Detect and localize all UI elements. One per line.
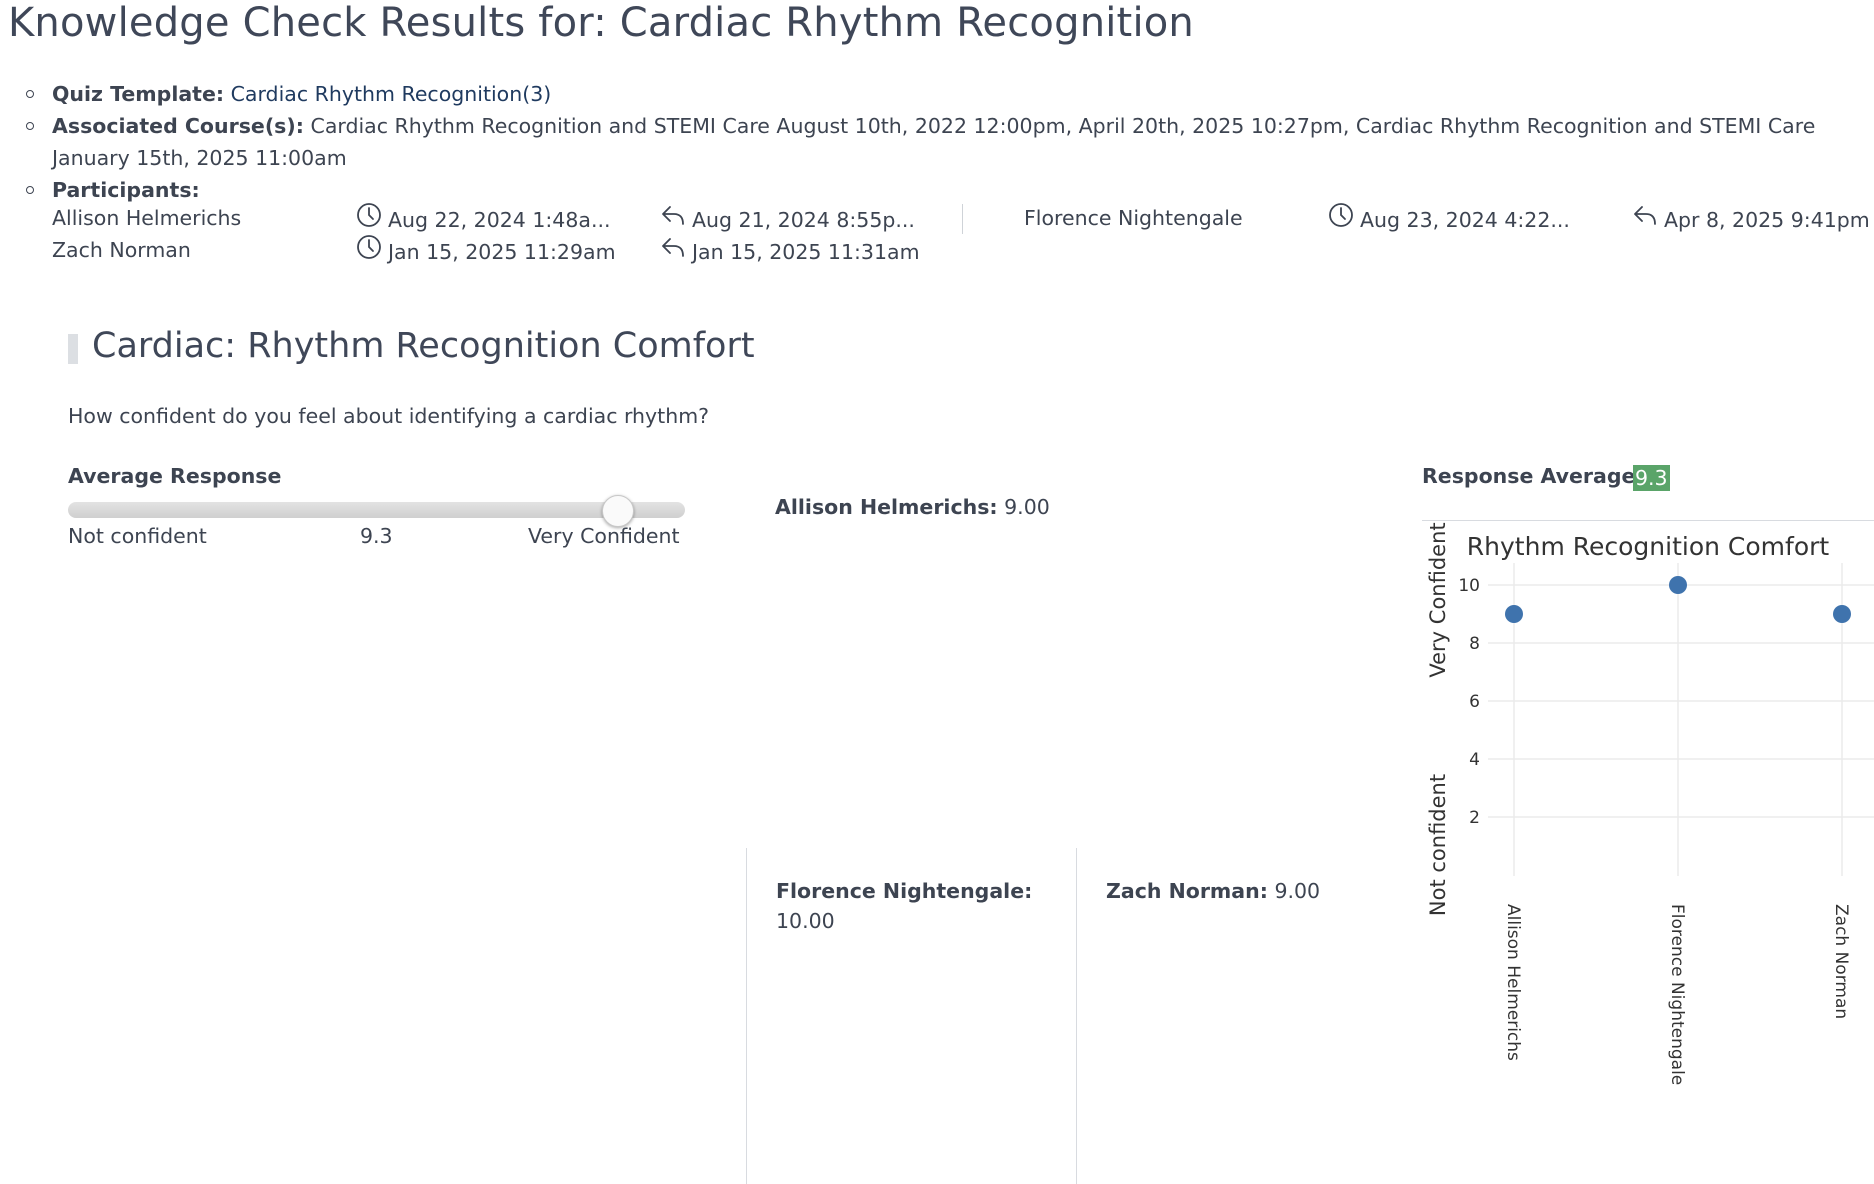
response-allison-helmerichs: Allison Helmerichs: 9.00: [775, 492, 1050, 522]
chart-x-tick-label: Allison Helmerichs: [1503, 904, 1523, 1061]
chart-y-ticks: 2 4 6 8 10: [1458, 576, 1480, 828]
response-average-badge: 9.3: [1633, 465, 1670, 491]
participants-column-divider: [962, 204, 963, 234]
chart-points: [1505, 576, 1851, 623]
average-response-slider-thumb: [602, 495, 634, 527]
participant-started-text: Jan 15, 2025 11:29am: [388, 239, 616, 264]
response-column-divider: [746, 848, 747, 1184]
section-title: Cardiac: Rhythm Recognition Comfort: [92, 326, 755, 366]
chart-y-tick-label: 6: [1469, 692, 1480, 712]
participant-started: Aug 23, 2024 4:22...: [1328, 202, 1570, 237]
participant-started: Aug 22, 2024 1:48a...: [356, 202, 611, 237]
response-value: 10.00: [776, 909, 835, 933]
reply-arrow-icon: [660, 202, 692, 237]
participants-item: Participants:: [26, 174, 1866, 206]
participant-submitted-text: Aug 21, 2024 8:55p...: [692, 207, 915, 232]
chart-top-divider: [1422, 520, 1874, 521]
chart-ylabel-top: Very Confident: [1426, 522, 1450, 677]
question-text: How confident do you feel about identify…: [68, 404, 710, 428]
participant-name: Florence Nightengale: [1024, 206, 1243, 230]
participant-started-text: Aug 22, 2024 1:48a...: [388, 207, 611, 232]
chart-ylabel-bottom: Not confident: [1426, 774, 1450, 916]
chart-point: [1833, 605, 1851, 623]
slider-max-label: Very Confident: [528, 524, 680, 548]
section-accent-bar: [68, 334, 78, 364]
reply-arrow-icon: [660, 234, 692, 269]
response-average-label: Response Average:: [1422, 464, 1644, 488]
response-column-divider: [1076, 848, 1077, 1184]
participants-label: Participants:: [52, 178, 200, 202]
slider-min-label: Not confident: [68, 524, 207, 548]
participant-submitted: Jan 15, 2025 11:31am: [660, 234, 920, 269]
response-name: Florence Nightengale:: [776, 879, 1033, 903]
rhythm-recognition-comfort-chart: Rhythm Recognition Comfort 2 4 6 8 10 Alliso…: [1426, 522, 1874, 1085]
chart-y-tick-label: 8: [1469, 634, 1480, 654]
response-name: Zach Norman:: [1106, 879, 1268, 903]
associated-courses-label: Associated Course(s):: [52, 114, 304, 138]
chart-x-tick-label: Florence Nightengale: [1667, 904, 1687, 1085]
participant-name: Allison Helmerichs: [52, 206, 242, 230]
chart-x-labels: Allison Helmerichs Florence Nightengale Za…: [1503, 904, 1851, 1085]
quiz-meta-list: Quiz Template: Cardiac Rhythm Recognitio…: [26, 78, 1866, 206]
chart-point: [1505, 605, 1523, 623]
response-florence-nightengale: Florence Nightengale: 10.00: [776, 876, 1066, 936]
average-response-label: Average Response: [68, 464, 282, 488]
quiz-template-item: Quiz Template: Cardiac Rhythm Recognitio…: [26, 78, 1866, 110]
response-value: 9.00: [1004, 495, 1050, 519]
participant-submitted-text: Apr 8, 2025 9:41pm: [1664, 207, 1870, 232]
participant-started: Jan 15, 2025 11:29am: [356, 234, 616, 269]
response-value: 9.00: [1274, 879, 1321, 903]
response-zach-norman: Zach Norman: 9.00: [1106, 876, 1320, 906]
reply-arrow-icon: [1632, 202, 1664, 237]
clock-icon: [1328, 202, 1360, 237]
participant-name: Zach Norman: [52, 238, 191, 262]
participants-list: Allison Helmerichs Aug 22, 2024 1:48a...…: [52, 202, 1872, 272]
chart-grid: [1488, 563, 1874, 876]
participant-submitted: Aug 21, 2024 8:55p...: [660, 202, 915, 237]
response-name: Allison Helmerichs:: [775, 495, 998, 519]
chart-y-tick-label: 10: [1458, 576, 1480, 596]
chart-point: [1669, 576, 1687, 594]
clock-icon: [356, 234, 388, 269]
slider-value-label: 9.3: [360, 524, 393, 548]
quiz-template-value: Cardiac Rhythm Recognition(3): [230, 82, 552, 106]
associated-courses-item: Associated Course(s): Cardiac Rhythm Rec…: [26, 110, 1866, 174]
chart-x-tick-label: Zach Norman: [1831, 904, 1851, 1019]
quiz-template-label: Quiz Template:: [52, 82, 225, 106]
page-title: Knowledge Check Results for: Cardiac Rhy…: [8, 0, 1194, 46]
chart-y-tick-label: 4: [1469, 750, 1480, 770]
average-response-slider-track: [68, 502, 685, 518]
participant-submitted-text: Jan 15, 2025 11:31am: [692, 239, 920, 264]
participant-submitted: Apr 8, 2025 9:41pm: [1632, 202, 1870, 237]
participant-started-text: Aug 23, 2024 4:22...: [1360, 207, 1570, 232]
clock-icon: [356, 202, 388, 237]
chart-y-tick-label: 2: [1469, 808, 1480, 828]
associated-courses-value: Cardiac Rhythm Recognition and STEMI Car…: [52, 114, 1816, 170]
chart-title: Rhythm Recognition Comfort: [1467, 532, 1830, 561]
